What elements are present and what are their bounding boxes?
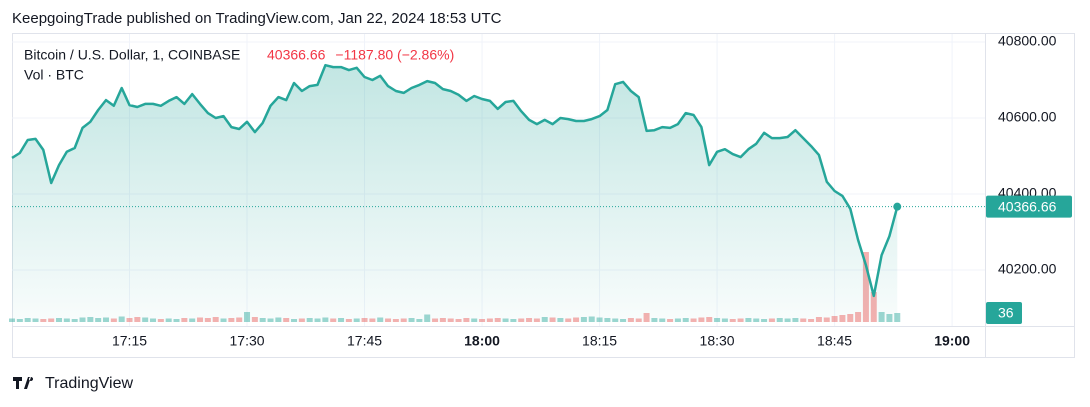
x-tick-label: 19:00 — [934, 333, 970, 349]
price-area — [12, 65, 898, 322]
plot — [9, 34, 985, 326]
x-tick-label: 17:15 — [112, 333, 147, 349]
y-tick-label: 40600.00 — [998, 109, 1057, 125]
price-change: −1187.80 (−2.86%) — [335, 47, 454, 63]
x-tick-label: 18:00 — [464, 333, 500, 349]
x-tick-label: 17:45 — [347, 333, 382, 349]
y-tick-label: 40800.00 — [998, 33, 1057, 49]
x-tick-label: 18:15 — [582, 333, 617, 349]
x-tick-label: 17:30 — [230, 333, 265, 349]
price-line — [11, 63, 899, 298]
y-tick-label: 40200.00 — [998, 261, 1057, 277]
volume-name: Vol · BTC — [24, 67, 84, 83]
x-tick-label: 18:45 — [817, 333, 852, 349]
last-point — [893, 202, 902, 211]
last-price: 40366.66 — [267, 47, 326, 63]
symbol-name: Bitcoin / U.S. Dollar, 1, COINBASE — [24, 47, 240, 63]
price-tag-label: 40366.66 — [998, 198, 1057, 214]
attribution: KeepgoingTrade published on TradingView.… — [12, 10, 502, 27]
x-tick-label: 18:30 — [700, 333, 735, 349]
brand: TradingView — [45, 375, 133, 392]
logo-mark — [13, 377, 34, 389]
volume-tag — [986, 302, 1022, 324]
price-tag — [986, 195, 1072, 218]
legend: Bitcoin / U.S. Dollar, 1, COINBASE 40366… — [24, 47, 454, 83]
volume-tag-label: 36 — [998, 305, 1014, 321]
logo: TradingView — [13, 375, 133, 392]
